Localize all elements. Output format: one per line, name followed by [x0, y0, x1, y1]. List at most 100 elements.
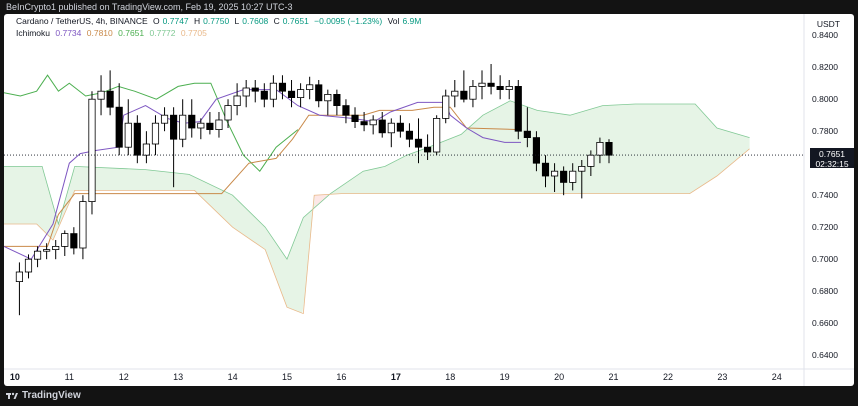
y-tick-1: 0.8200 — [812, 62, 838, 72]
candle-31 — [297, 89, 305, 98]
candle-64 — [596, 141, 604, 156]
axis-currency: USDT — [816, 19, 840, 29]
y-tick-7: 0.7000 — [812, 254, 838, 264]
candle-34 — [324, 94, 332, 102]
candle-28 — [269, 82, 277, 100]
legend-close-label: C — [273, 16, 280, 26]
cloud-span-a-line — [4, 100, 750, 261]
candle-24 — [233, 95, 241, 107]
legend-high-label: H — [194, 16, 201, 26]
candle-55 — [514, 86, 522, 132]
x-tick-11: 21 — [609, 372, 619, 382]
candle-45 — [424, 146, 432, 153]
candle-10 — [106, 90, 114, 108]
legend-row-price: Cardano / TetherUS, 4h, BINANCE O 0.7747 … — [16, 16, 424, 26]
candle-58 — [541, 162, 550, 177]
candle-42 — [396, 122, 404, 132]
x-tick-4: 14 — [228, 372, 238, 382]
x-tick-9: 19 — [500, 372, 510, 382]
y-tick-2: 0.8000 — [812, 94, 838, 104]
candle-43 — [405, 130, 414, 140]
candle-23 — [224, 105, 232, 121]
legend-high: 0.7750 — [203, 16, 230, 26]
candle-38 — [360, 121, 368, 126]
legend-low-label: L — [234, 16, 240, 26]
x-tick-3: 13 — [173, 372, 183, 382]
y-tick-9: 0.6600 — [812, 318, 838, 328]
candle-21 — [206, 122, 214, 130]
legend-row-ichimoku: Ichimoku 0.7734 0.7810 0.7651 0.7772 0.7… — [16, 28, 210, 38]
x-tick-0: 10 — [10, 372, 20, 382]
ich-value-0: 0.7734 — [55, 28, 82, 38]
candle-29 — [278, 82, 287, 92]
candle-4 — [52, 245, 60, 250]
candle-56 — [523, 130, 531, 138]
cloud-span-b-line — [4, 148, 750, 315]
candle-46 — [433, 118, 441, 153]
candle-19 — [188, 114, 196, 129]
legend-vol-label: Vol — [387, 16, 400, 26]
ich-value-2: 0.7651 — [118, 28, 145, 38]
x-tick-2: 12 — [119, 372, 129, 382]
candle-12 — [124, 122, 132, 148]
candle-52 — [487, 82, 495, 87]
legend-open: 0.7747 — [162, 16, 189, 26]
candle-20 — [197, 122, 205, 129]
candle-50 — [469, 86, 477, 100]
candle-30 — [287, 90, 296, 98]
candle-49 — [460, 90, 468, 100]
y-tick-5: 0.7400 — [812, 190, 838, 200]
candle-0 — [15, 271, 23, 282]
candle-13 — [133, 122, 141, 156]
candle-44 — [414, 138, 423, 148]
y-tick-8: 0.6800 — [812, 286, 838, 296]
y-tick-6: 0.7200 — [812, 222, 838, 232]
candle-51 — [478, 82, 486, 87]
ichimoku-cloud-2 — [332, 101, 750, 195]
candle-41 — [387, 122, 395, 134]
candle-39 — [369, 119, 377, 126]
legend-open-label: O — [153, 16, 160, 26]
x-tick-12: 22 — [663, 372, 673, 382]
ichimoku-cloud-1 — [314, 192, 333, 208]
x-tick-14: 24 — [772, 372, 782, 382]
y-tick-0: 0.8400 — [812, 30, 838, 40]
candle-16 — [160, 114, 169, 124]
price-chart[interactable]: 0.84000.82000.80000.78000.76000.74000.72… — [4, 14, 854, 386]
candle-9 — [97, 90, 105, 100]
tradingview-logo-icon — [6, 392, 18, 399]
candle-11 — [115, 106, 123, 148]
candle-57 — [532, 137, 541, 164]
kijun-sen-line — [4, 106, 522, 247]
candle-59 — [550, 170, 559, 177]
ich-value-4: 0.7705 — [180, 28, 207, 38]
candle-61 — [569, 170, 577, 183]
x-tick-13: 23 — [717, 372, 727, 382]
ichimoku-cloud-0 — [4, 166, 315, 314]
candle-48 — [451, 90, 459, 97]
candle-35 — [333, 94, 341, 107]
current-price: 0.7651 — [819, 149, 845, 160]
y-tick-10: 0.6400 — [812, 350, 838, 360]
x-tick-10: 20 — [554, 372, 564, 382]
candle-17 — [170, 114, 178, 140]
chikou-span-line — [4, 74, 299, 172]
candle-5 — [61, 233, 69, 247]
legend-low: 0.7608 — [242, 16, 269, 26]
bar-countdown: 02:32:15 — [815, 159, 849, 170]
candle-25 — [242, 87, 250, 97]
candle-47 — [442, 95, 450, 119]
candle-36 — [342, 105, 350, 116]
candle-60 — [560, 170, 568, 183]
candle-33 — [315, 84, 323, 102]
candle-53 — [496, 86, 504, 91]
footer: TradingView — [0, 386, 858, 406]
candle-22 — [215, 119, 223, 131]
candle-6 — [70, 233, 78, 249]
chart-area[interactable]: Cardano / TetherUS, 4h, BINANCE O 0.7747 … — [4, 14, 854, 386]
candle-27 — [260, 90, 268, 100]
candle-2 — [33, 250, 42, 260]
legend-indicator: Ichimoku — [16, 28, 51, 38]
candle-40 — [378, 119, 386, 134]
